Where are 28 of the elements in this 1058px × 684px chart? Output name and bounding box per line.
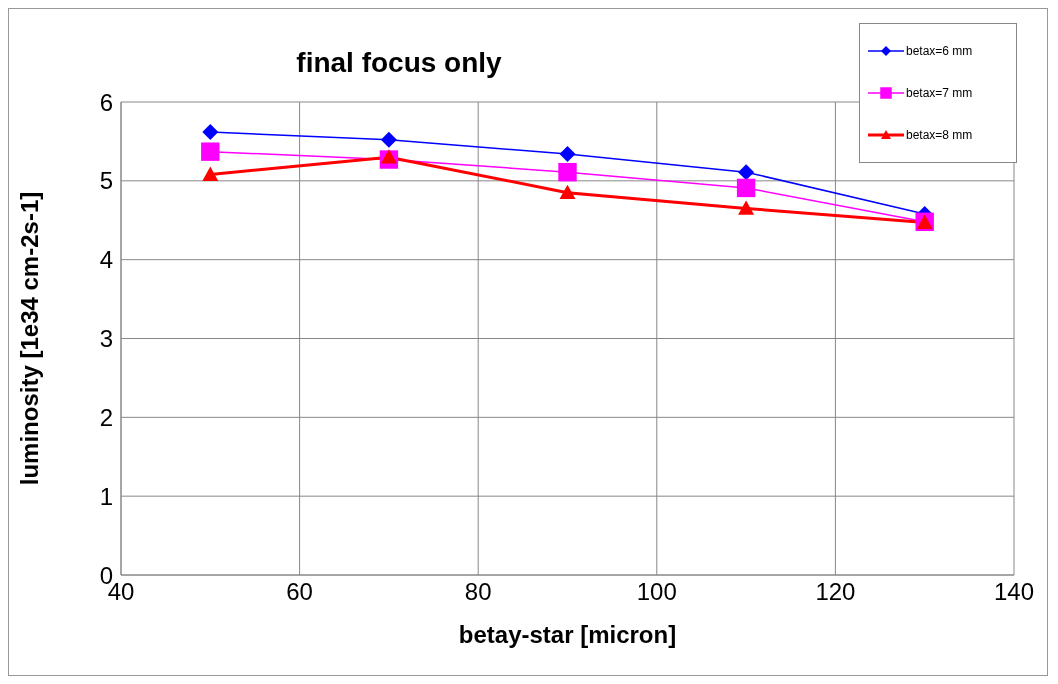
point [738, 200, 755, 215]
y-tick-label: 4 [99, 246, 113, 274]
x-tick-label: 100 [636, 578, 677, 606]
point [736, 178, 756, 198]
x-tick-label: 120 [815, 578, 856, 606]
chart-title: final focus only [295, 47, 503, 79]
y-axis-title: luminosity [1e34 cm-2s-1] [15, 191, 43, 486]
point [380, 149, 397, 164]
point [201, 142, 220, 161]
point [738, 164, 755, 181]
point [559, 184, 576, 200]
point [559, 146, 576, 163]
point [202, 166, 219, 181]
point [380, 131, 397, 148]
point [202, 123, 219, 140]
x-tick-label: 60 [286, 578, 313, 606]
x-tick-label: 140 [993, 578, 1035, 606]
y-tick-label: 5 [99, 167, 113, 195]
x-tick-label: 80 [464, 578, 492, 606]
legend-label: betax=8 mm [906, 128, 973, 142]
y-tick-label: 6 [99, 88, 113, 116]
y-tick-label: 2 [99, 403, 113, 431]
x-axis-title: betay-star [micron] [458, 621, 677, 648]
point [558, 162, 577, 182]
legend-label: betax=7 mm [906, 86, 973, 100]
legend-label: betax=6 mm [906, 44, 973, 58]
y-tick-label: 1 [99, 482, 113, 510]
y-tick-label: 3 [99, 325, 113, 353]
